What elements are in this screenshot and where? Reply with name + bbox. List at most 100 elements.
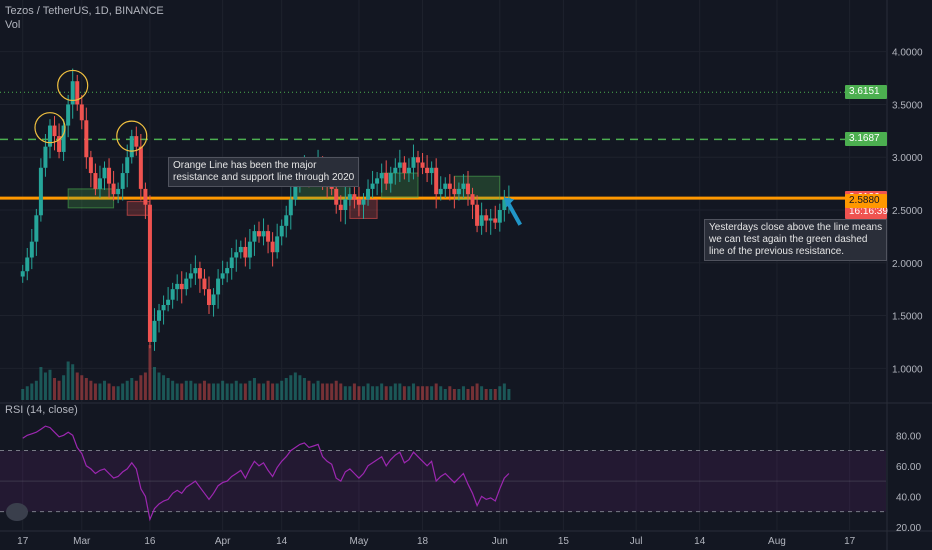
candle: [443, 177, 448, 198]
time-tick-label: 18: [417, 536, 429, 547]
candle-body: [379, 173, 384, 179]
volume-bar: [289, 375, 293, 400]
candle: [93, 163, 98, 196]
candle: [88, 150, 93, 188]
price-tag: 16:16:39: [845, 205, 888, 220]
candle-body: [170, 289, 175, 300]
candle: [461, 174, 466, 198]
volume-bar: [212, 383, 216, 400]
candle-body: [270, 241, 275, 253]
candle-body: [470, 194, 475, 205]
volume-bar: [398, 383, 402, 400]
candle: [266, 224, 271, 254]
time-tick-label: 17: [17, 536, 29, 547]
candle: [102, 161, 107, 190]
volume-bar: [130, 378, 134, 400]
volume-bar: [471, 386, 475, 400]
candle: [338, 195, 343, 222]
candle: [220, 260, 225, 285]
resistance-note: Yesterdays close above the line means we…: [704, 219, 888, 261]
candle-body: [429, 167, 434, 174]
price-tick-label: 4.0000: [892, 48, 923, 59]
volume-bar: [198, 383, 202, 400]
candle-body: [456, 188, 461, 195]
candle: [234, 239, 239, 272]
volume-bar: [21, 389, 25, 400]
candle-body: [143, 188, 148, 205]
volume-bar: [239, 383, 243, 400]
candle: [497, 203, 502, 232]
rsi-legend[interactable]: RSI (14, close): [5, 404, 78, 416]
tradingview-logo-icon: [6, 503, 28, 521]
candle-body: [229, 257, 234, 269]
candle: [175, 274, 180, 301]
candle-body: [188, 273, 193, 279]
candle: [416, 150, 421, 177]
volume-bar: [275, 383, 279, 400]
candle: [238, 240, 243, 259]
candle: [197, 261, 202, 293]
volume-bar: [143, 372, 147, 400]
candle-body: [197, 268, 202, 279]
candle: [184, 272, 189, 296]
candle-body: [284, 215, 289, 226]
rsi-tick-label: 40.00: [896, 492, 921, 503]
candle: [479, 202, 484, 235]
volume-bar: [443, 389, 447, 400]
price-tag: 2.5880: [845, 193, 887, 208]
time-tick-label: 17: [844, 536, 856, 547]
candle: [202, 269, 207, 296]
candle-body: [411, 157, 416, 168]
candle-body: [343, 199, 348, 210]
volume-bar: [498, 386, 502, 400]
candle-body: [57, 136, 62, 152]
candle: [57, 123, 62, 159]
rsi-tick-label: 80.00: [896, 431, 921, 442]
time-tick-label: 16: [144, 536, 156, 547]
candle-body: [43, 146, 48, 168]
candle: [125, 144, 130, 188]
candle: [470, 187, 475, 219]
volume-bar: [384, 386, 388, 400]
candle-body: [161, 305, 166, 311]
arrow-head: [504, 197, 515, 208]
volume-bar: [411, 383, 415, 400]
candle-body: [266, 231, 271, 242]
candle: [347, 187, 352, 206]
candle: [247, 229, 252, 270]
candle-body: [20, 271, 25, 277]
candle-body: [88, 157, 93, 174]
volume-bar: [357, 386, 361, 400]
volume-bars: [21, 345, 511, 400]
candle-body: [361, 199, 366, 205]
candle-body: [220, 273, 225, 279]
candle: [456, 182, 461, 201]
horizontal-lines[interactable]: [0, 91, 886, 200]
candle: [38, 158, 43, 222]
price-tag: 3.6151: [845, 85, 887, 100]
top-circles: [34, 69, 148, 152]
price-tick-label: 2.5000: [892, 206, 923, 217]
volume-bar: [371, 386, 375, 400]
volume-legend: Vol: [5, 19, 21, 31]
candle: [216, 269, 221, 309]
candle-body: [347, 194, 352, 200]
candle: [84, 107, 89, 169]
price-tick-label: 1.5000: [892, 312, 923, 323]
volume-bar: [234, 380, 238, 400]
candle: [143, 182, 148, 219]
volume-bar: [166, 378, 170, 400]
candle: [284, 205, 289, 238]
candle: [261, 218, 266, 246]
candle: [111, 170, 116, 201]
candle: [211, 288, 216, 317]
symbol-title[interactable]: Tezos / TetherUS, 1D, BINANCE: [5, 5, 164, 17]
volume-bar: [148, 345, 152, 400]
volume-bar: [89, 380, 93, 400]
candle: [161, 295, 166, 325]
rsi-band: [0, 450, 886, 512]
candle: [379, 163, 384, 193]
candle: [475, 195, 480, 233]
candle: [334, 182, 339, 214]
